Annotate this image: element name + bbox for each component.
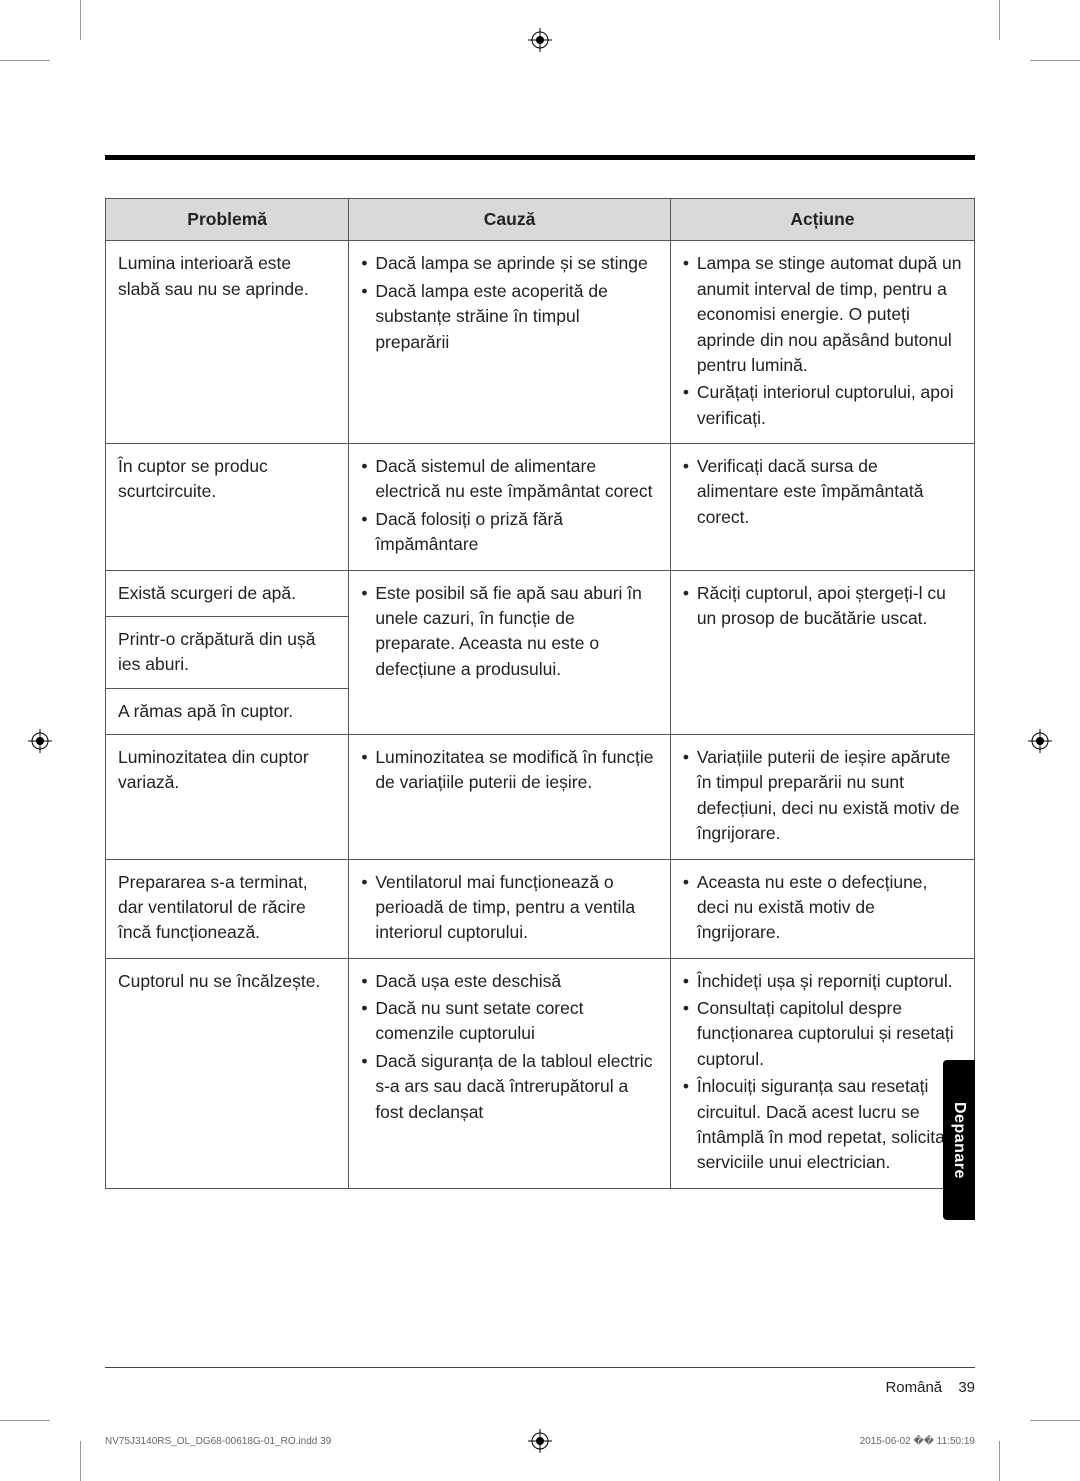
action-item: Variațiile puterii de ieșire apărute în … (683, 745, 962, 847)
cause-item: Dacă nu sunt setate corect comenzile cup… (361, 996, 658, 1047)
section-rule (105, 155, 975, 160)
crop-mark (999, 0, 1000, 40)
table-header-row: Problemă Cauză Acțiune (106, 199, 975, 241)
registration-mark-icon (528, 1429, 552, 1453)
action-cell: Verificați dacă sursa de alimentare este… (670, 444, 974, 571)
footer-page-number: 39 (958, 1379, 975, 1396)
cause-cell: Luminozitatea se modifică în funcție de … (349, 735, 671, 860)
footer-rule (105, 1367, 975, 1368)
action-item: Răciți cuptorul, apoi ștergeți-l cu un p… (683, 581, 962, 632)
action-cell: Răciți cuptorul, apoi ștergeți-l cu un p… (670, 570, 974, 735)
page-content: Problemă Cauză Acțiune Lumina interioară… (105, 75, 975, 1189)
col-header-cause: Cauză (349, 199, 671, 241)
crop-mark (80, 1441, 81, 1481)
action-item: Înlocuiți siguranța sau resetați circuit… (683, 1074, 962, 1176)
table-row: Există scurgeri de apă. Este posibil să … (106, 570, 975, 616)
cause-item: Dacă lampa este acoperită de substanțe s… (361, 279, 658, 355)
cause-cell: Dacă ușa este deschisă Dacă nu sunt seta… (349, 958, 671, 1188)
cause-item: Luminozitatea se modifică în funcție de … (361, 745, 658, 796)
crop-mark (999, 1441, 1000, 1481)
page-footer: Română 39 (885, 1379, 975, 1396)
cause-cell: Este posibil să fie apă sau aburi în une… (349, 570, 671, 735)
action-item: Închideți ușa și reporniți cuptorul. (683, 969, 962, 994)
section-tab: Depanare (943, 1060, 975, 1220)
col-header-action: Acțiune (670, 199, 974, 241)
cause-item: Dacă siguranța de la tabloul electric s-… (361, 1049, 658, 1125)
problem-cell: Lumina interioară este slabă sau nu se a… (106, 241, 349, 444)
table-row: Prepararea s-a terminat, dar ventilatoru… (106, 859, 975, 958)
crop-mark (0, 60, 50, 61)
table-row: Luminozitatea din cuptor variază. Lumino… (106, 735, 975, 860)
action-cell: Lampa se stinge automat după un anumit i… (670, 241, 974, 444)
table-row: Lumina interioară este slabă sau nu se a… (106, 241, 975, 444)
crop-mark (80, 0, 81, 40)
problem-cell: Cuptorul nu se încălzește. (106, 958, 349, 1188)
problem-cell: În cuptor se produc scurtcircuite. (106, 444, 349, 571)
crop-mark (1030, 60, 1080, 61)
registration-mark-icon (28, 729, 52, 753)
cause-cell: Dacă sistemul de alimentare electrică nu… (349, 444, 671, 571)
action-item: Aceasta nu este o defecțiune, deci nu ex… (683, 870, 962, 946)
table-row: Cuptorul nu se încălzește. Dacă ușa este… (106, 958, 975, 1188)
table-row: În cuptor se produc scurtcircuite. Dacă … (106, 444, 975, 571)
cause-item: Dacă ușa este deschisă (361, 969, 658, 994)
registration-mark-icon (1028, 729, 1052, 753)
action-item: Lampa se stinge automat după un anumit i… (683, 251, 962, 378)
problem-cell: Prepararea s-a terminat, dar ventilatoru… (106, 859, 349, 958)
action-item: Verificați dacă sursa de alimentare este… (683, 454, 962, 530)
col-header-problem: Problemă (106, 199, 349, 241)
problem-cell: Luminozitatea din cuptor variază. (106, 735, 349, 860)
print-timestamp: 2015-06-02 �� 11:50:19 (860, 1436, 975, 1447)
footer-language: Română (885, 1379, 942, 1396)
action-cell: Variațiile puterii de ieșire apărute în … (670, 735, 974, 860)
cause-item: Dacă folosiți o priză fără împământare (361, 507, 658, 558)
action-cell: Aceasta nu este o defecțiune, deci nu ex… (670, 859, 974, 958)
cause-item: Dacă sistemul de alimentare electrică nu… (361, 454, 658, 505)
action-cell: Închideți ușa și reporniți cuptorul. Con… (670, 958, 974, 1188)
registration-mark-icon (528, 28, 552, 52)
cause-cell: Dacă lampa se aprinde și se stinge Dacă … (349, 241, 671, 444)
action-item: Consultați capitolul despre funcționarea… (683, 996, 962, 1072)
cause-item: Ventilatorul mai funcționează o perioadă… (361, 870, 658, 946)
problem-cell: A rămas apă în cuptor. (106, 688, 349, 734)
crop-mark (1030, 1420, 1080, 1421)
problem-cell: Există scurgeri de apă. (106, 570, 349, 616)
problem-cell: Printr-o crăpătură din ușă ies aburi. (106, 616, 349, 688)
troubleshooting-table: Problemă Cauză Acțiune Lumina interioară… (105, 198, 975, 1189)
action-item: Curățați interiorul cuptorului, apoi ver… (683, 380, 962, 431)
cause-cell: Ventilatorul mai funcționează o perioadă… (349, 859, 671, 958)
print-filename: NV75J3140RS_OL_DG68-00618G-01_RO.indd 39 (105, 1436, 331, 1447)
crop-mark (0, 1420, 50, 1421)
cause-item: Dacă lampa se aprinde și se stinge (361, 251, 658, 276)
cause-item: Este posibil să fie apă sau aburi în une… (361, 581, 658, 683)
